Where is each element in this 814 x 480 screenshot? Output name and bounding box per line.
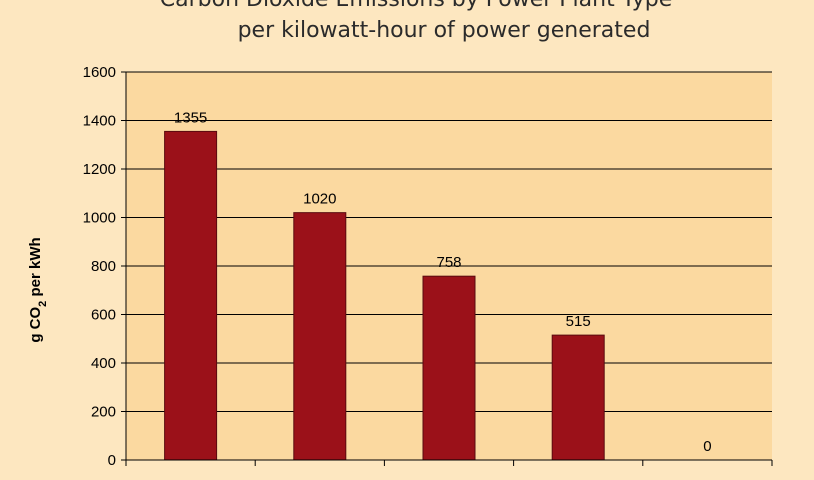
bar-3	[422, 275, 476, 461]
data-label-1: 1355	[174, 109, 207, 126]
y-axis-label-post: per kWh	[27, 237, 44, 300]
data-labels: 1355 1020 758 515 0	[174, 109, 712, 455]
bars	[164, 130, 605, 461]
y-tick-label-1000: 1000	[83, 210, 116, 227]
bar-4	[551, 334, 605, 461]
y-tick-label-1600: 1600	[83, 64, 116, 81]
y-tick-label-200: 200	[91, 404, 116, 421]
y-tick-label-1400: 1400	[83, 113, 116, 130]
y-axis-label-sub: 2	[37, 301, 49, 307]
y-tick-label-1200: 1200	[83, 161, 116, 178]
y-tick-label-400: 400	[91, 355, 116, 372]
data-label-5: 0	[703, 438, 711, 455]
chart-subtitle: per kilowatt-hour of power generated	[238, 18, 651, 43]
y-tick-label-800: 800	[91, 258, 116, 275]
data-label-4: 515	[566, 313, 591, 330]
y-axis-label-pre: g CO	[27, 306, 44, 342]
y-axis-ticks: 0 200 400 600 800 1000 1200 1400 1600	[83, 64, 126, 469]
y-axis-label: g CO2 per kWh	[27, 237, 49, 342]
data-label-3: 758	[436, 254, 461, 271]
bar-2	[293, 212, 347, 461]
bar-1	[164, 130, 218, 461]
y-tick-label-600: 600	[91, 307, 116, 324]
y-tick-label-0: 0	[108, 452, 116, 469]
chart-title: Carbon Dioxide Emissions by Power Plant …	[160, 0, 673, 12]
data-label-2: 1020	[303, 191, 336, 208]
